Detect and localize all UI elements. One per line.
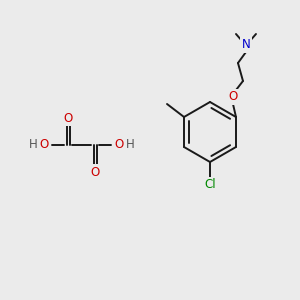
Text: O: O [39, 139, 49, 152]
Text: Cl: Cl [204, 178, 216, 191]
Text: O: O [228, 91, 238, 103]
Text: N: N [242, 38, 250, 52]
Text: O: O [114, 139, 124, 152]
Text: H: H [28, 139, 38, 152]
Text: H: H [126, 139, 134, 152]
Text: O: O [63, 112, 73, 124]
Text: O: O [90, 166, 100, 178]
